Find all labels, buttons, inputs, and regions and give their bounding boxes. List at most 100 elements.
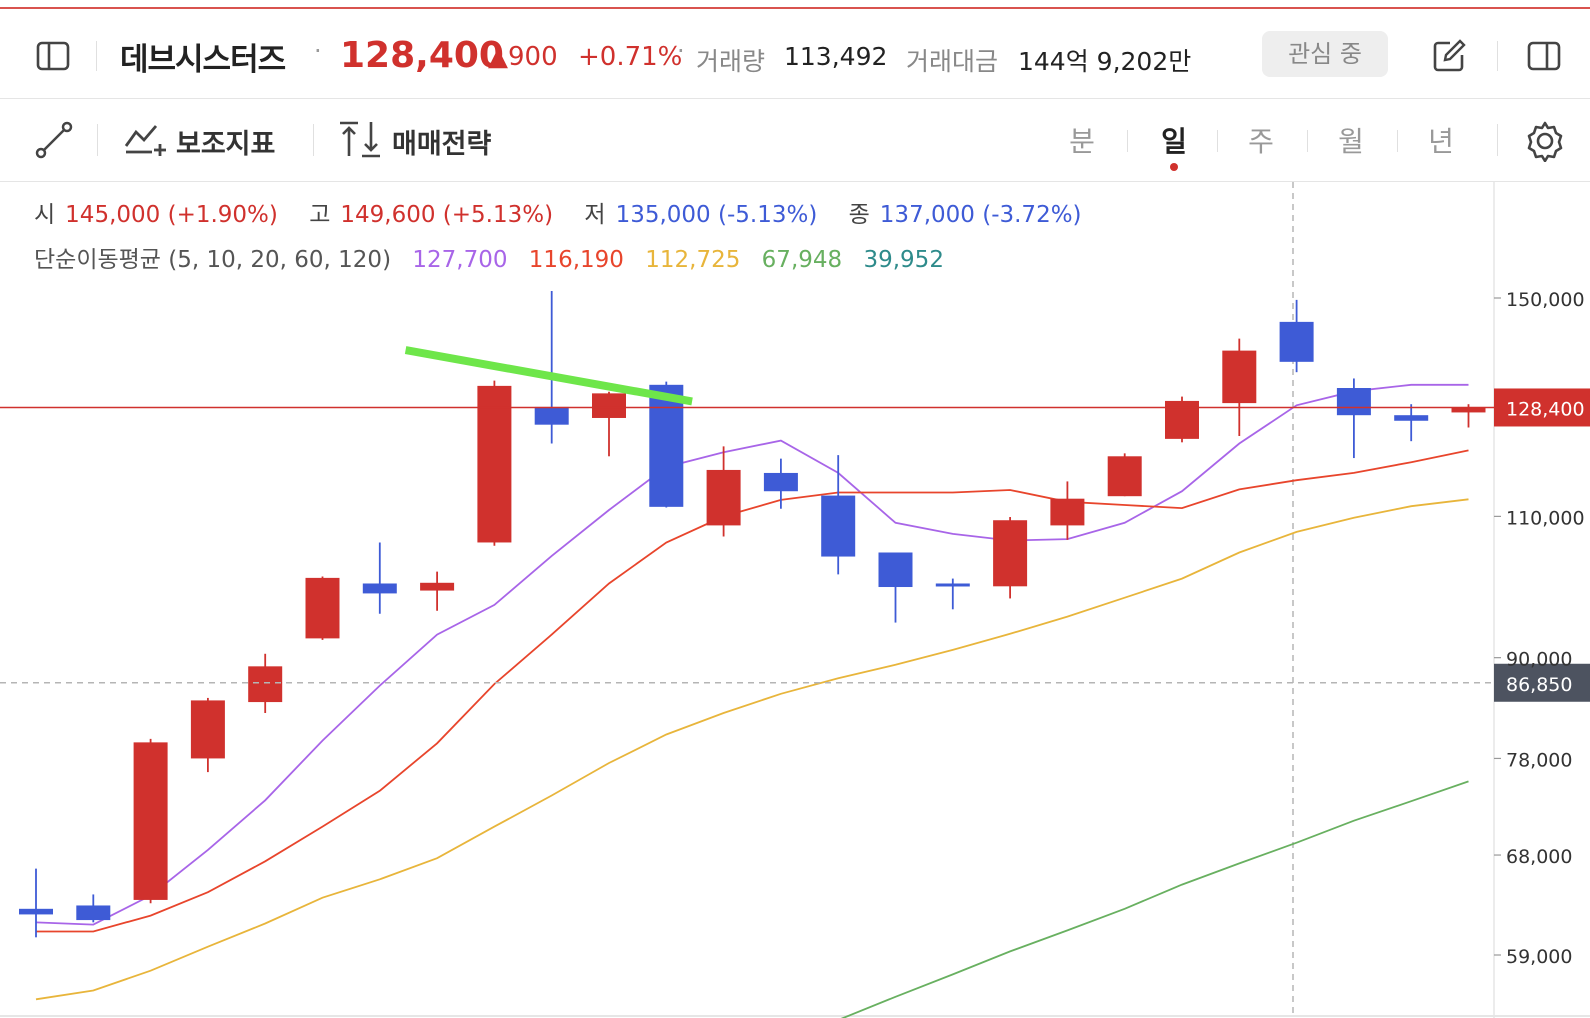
- ma5-value: 127,700: [412, 247, 508, 273]
- settings-gear-icon[interactable]: [1524, 120, 1566, 162]
- divider: [97, 124, 98, 156]
- indicator-chart-icon: [124, 125, 166, 156]
- low-value: 135,000 (-5.13%): [615, 202, 818, 228]
- candle-body-up: [305, 577, 340, 639]
- close-value: 137,000 (-3.72%): [879, 202, 1082, 228]
- low-label: 저: [584, 202, 606, 228]
- moving-average-legend[interactable]: 단순이동평균 (5, 10, 20, 60, 120) 127,700 116,…: [34, 240, 958, 274]
- y-tick-label: 90,000: [1506, 649, 1572, 671]
- price-change: ▲900: [488, 42, 558, 72]
- stock-name[interactable]: 데브시스터즈: [120, 42, 286, 78]
- candle-body-up: [1050, 498, 1085, 526]
- divider: [313, 124, 314, 156]
- volume-label: 거래량: [696, 47, 766, 76]
- divider: [1497, 41, 1498, 71]
- divider: [1397, 130, 1398, 152]
- crosshair-price-tag: [1494, 663, 1590, 702]
- period-month[interactable]: 월: [1338, 125, 1364, 158]
- strategy-label: 매매전략: [392, 129, 492, 160]
- high-value: 149,600 (+5.13%): [340, 202, 554, 228]
- ma10-line: [36, 449, 1469, 933]
- period-minute[interactable]: 분: [1069, 125, 1095, 158]
- candle-body-down: [1279, 321, 1314, 362]
- ma120-value: 39,952: [863, 247, 944, 273]
- period-day[interactable]: 일: [1161, 125, 1187, 158]
- strategy-button[interactable]: 매매전략: [338, 118, 508, 162]
- open-value: 145,000 (+1.90%): [65, 202, 278, 228]
- period-week[interactable]: 주: [1248, 125, 1274, 158]
- candle-body-up: [706, 469, 741, 526]
- high-label: 고: [309, 202, 331, 228]
- candle-body-up: [993, 520, 1028, 587]
- divider: [1497, 124, 1498, 156]
- y-tick-label: 78,000: [1506, 749, 1572, 771]
- draw-line-icon[interactable]: [34, 120, 74, 160]
- candle-body-down: [878, 552, 913, 588]
- candle-body-up: [248, 666, 283, 703]
- candle-body-down: [76, 905, 111, 921]
- candle-body-down: [821, 495, 856, 557]
- sidebar-toggle-icon[interactable]: [36, 39, 70, 73]
- candles: [19, 290, 1486, 938]
- ma5-line: [35, 383, 1469, 926]
- candle-body-down: [649, 384, 684, 507]
- current-price: 128,400: [340, 35, 504, 76]
- chart-toolbar: 보조지표 매매전략 분 일 주 월 년: [0, 100, 1590, 182]
- stock-header: 데브시스터즈 · 128,400 ▲900 +0.71% · 거래량 113,4…: [0, 11, 1590, 99]
- indicator-button[interactable]: 보조지표: [124, 118, 294, 162]
- y-tick-label: 110,000: [1506, 507, 1585, 529]
- candle-body-up: [133, 742, 168, 900]
- top-accent-bar: [0, 0, 1590, 9]
- period-year[interactable]: 년: [1428, 125, 1454, 158]
- current-price-tag: [1494, 388, 1590, 427]
- price-overlays: 128,400 86,850: [0, 388, 1590, 702]
- ma20-value: 112,725: [645, 247, 741, 273]
- candle-body-up: [1165, 400, 1199, 439]
- ma10-value: 116,190: [528, 247, 624, 273]
- divider: [1217, 130, 1218, 152]
- candle-body-down: [763, 472, 798, 492]
- y-axis: 150,000 110,000 90,000 78,000 68,000 59,000: [1494, 289, 1585, 968]
- candle-body-up: [420, 582, 455, 591]
- active-period-dot: [1170, 163, 1178, 171]
- dot-separator: ·: [677, 37, 685, 65]
- divider: [1307, 130, 1308, 152]
- dot-separator: ·: [314, 37, 322, 65]
- moving-average-lines: [35, 383, 1469, 1018]
- buy-sell-arrows-icon: [340, 121, 380, 158]
- trendline: [404, 346, 693, 406]
- candle-body-up: [190, 700, 225, 759]
- y-tick-label: 68,000: [1506, 846, 1572, 868]
- volume-value: 113,492: [784, 42, 888, 71]
- candle-body-down: [534, 406, 569, 425]
- candle-body-down: [1336, 388, 1371, 416]
- trendline-annotation[interactable]: [404, 346, 693, 406]
- watch-button[interactable]: 관심 중: [1262, 31, 1388, 77]
- close-label: 종: [848, 202, 870, 228]
- candle-body-up: [1451, 407, 1486, 413]
- divider: [1127, 130, 1128, 152]
- open-label: 시: [34, 202, 56, 228]
- ohlc-readout: 시 145,000 (+1.90%) 고 149,600 (+5.13%) 저 135…: [34, 195, 1088, 229]
- candle-body-up: [1107, 456, 1142, 497]
- ma20-line: [35, 498, 1469, 1001]
- amount-value: 144억 9,202만: [1018, 47, 1192, 76]
- y-tick-label: 59,000: [1506, 946, 1572, 968]
- ma60-line: [840, 780, 1469, 1018]
- y-tick-label: 150,000: [1506, 289, 1585, 311]
- candlestick-chart[interactable]: 128,400 86,850 150,000 110,000 90,000 78,000…: [0, 182, 1590, 1018]
- crosshair-price-label: 86,850: [1506, 674, 1572, 696]
- ma-label: 단순이동평균 (5, 10, 20, 60, 120): [34, 247, 392, 273]
- candle-body-down: [362, 583, 397, 594]
- divider: [96, 41, 97, 71]
- candle-body-down: [935, 583, 970, 587]
- side-panel-icon[interactable]: [1527, 39, 1561, 73]
- edit-icon[interactable]: [1432, 39, 1466, 73]
- indicator-label: 보조지표: [176, 129, 276, 160]
- chart-grid: [0, 182, 1590, 1018]
- candle-body-up: [592, 393, 626, 418]
- candle-body-up: [1222, 350, 1257, 404]
- current-price-label: 128,400: [1506, 398, 1585, 420]
- amount-label: 거래대금: [906, 47, 999, 76]
- candle-body-down: [1394, 415, 1429, 421]
